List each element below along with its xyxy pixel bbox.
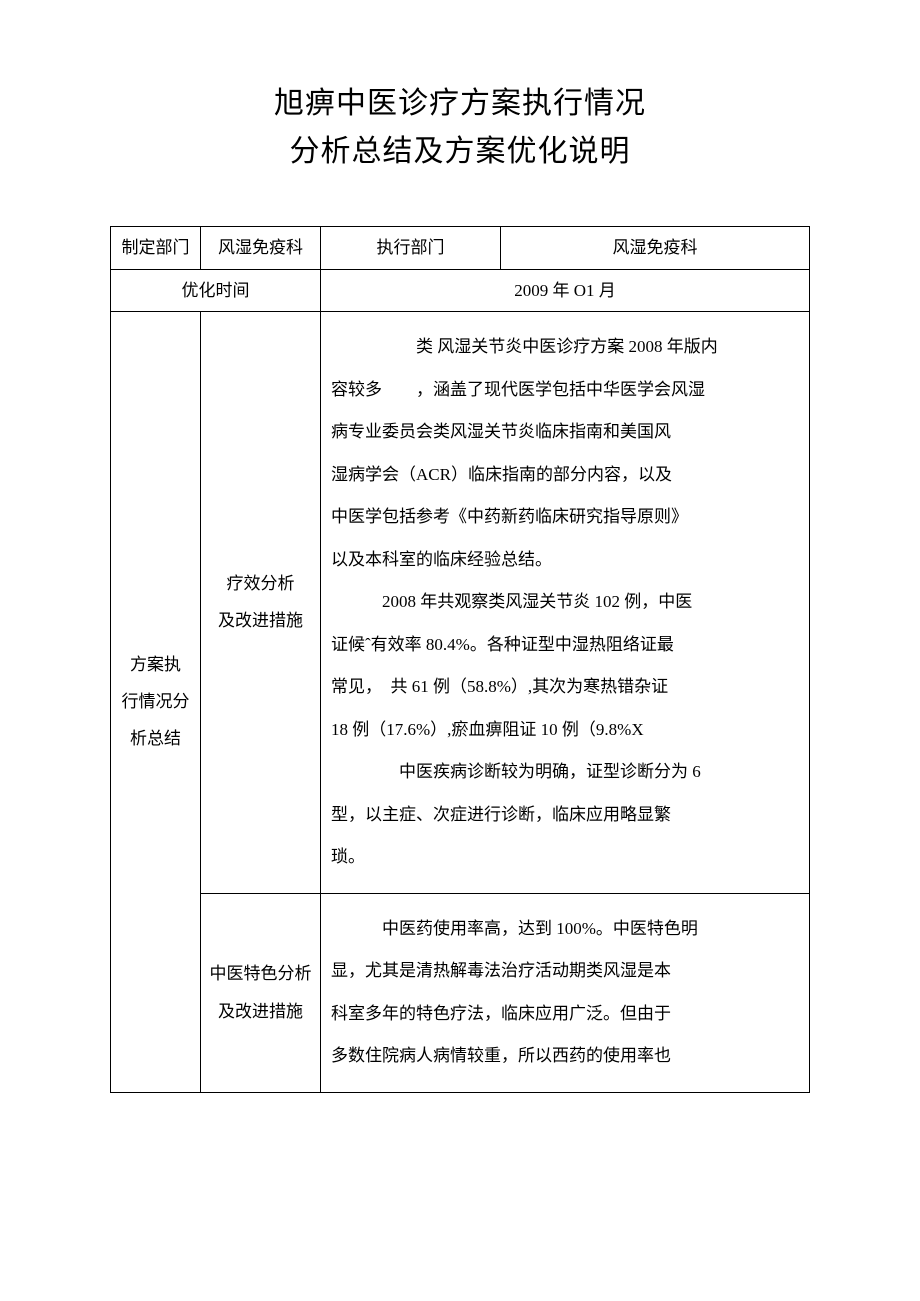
tcm-feature-row: 中医特色分析及改进措施 中医药使用率高，达到 100%。中医特色明显，尤其是清热… [111, 893, 810, 1092]
efficacy-analysis-label: 疗效分析及改进措施 [201, 312, 321, 894]
optimization-time-value: 2009 年 O1 月 [321, 269, 810, 312]
optimization-time-label: 优化时间 [111, 269, 321, 312]
document-title: 旭痹中医诊疗方案执行情况 分析总结及方案优化说明 [110, 80, 810, 176]
time-row: 优化时间 2009 年 O1 月 [111, 269, 810, 312]
title-line-1: 旭痹中医诊疗方案执行情况 [274, 87, 646, 120]
tcm-feature-content: 中医药使用率高，达到 100%。中医特色明显，尤其是清热解毒法治疗活动期类风湿是… [321, 893, 810, 1092]
efficacy-analysis-content: 类 风湿关节炎中医诊疗方案 2008 年版内容较多 ，涵盖了现代医学包括中华医学… [321, 312, 810, 894]
title-line-2: 分析总结及方案优化说明 [290, 135, 631, 168]
dept-executing-label: 执行部门 [321, 227, 501, 270]
efficacy-row: 方案执行情况分析总结 疗效分析及改进措施 类 风湿关节炎中医诊疗方案 2008 … [111, 312, 810, 894]
tcm-feature-label: 中医特色分析及改进措施 [201, 893, 321, 1092]
main-table: 制定部门 风湿免疫科 执行部门 风湿免疫科 优化时间 2009 年 O1 月 方… [110, 226, 810, 1093]
dept-creating-value: 风湿免疫科 [201, 227, 321, 270]
dept-executing-value: 风湿免疫科 [501, 227, 810, 270]
section-summary-label: 方案执行情况分析总结 [111, 312, 201, 1093]
header-row: 制定部门 风湿免疫科 执行部门 风湿免疫科 [111, 227, 810, 270]
dept-creating-label: 制定部门 [111, 227, 201, 270]
